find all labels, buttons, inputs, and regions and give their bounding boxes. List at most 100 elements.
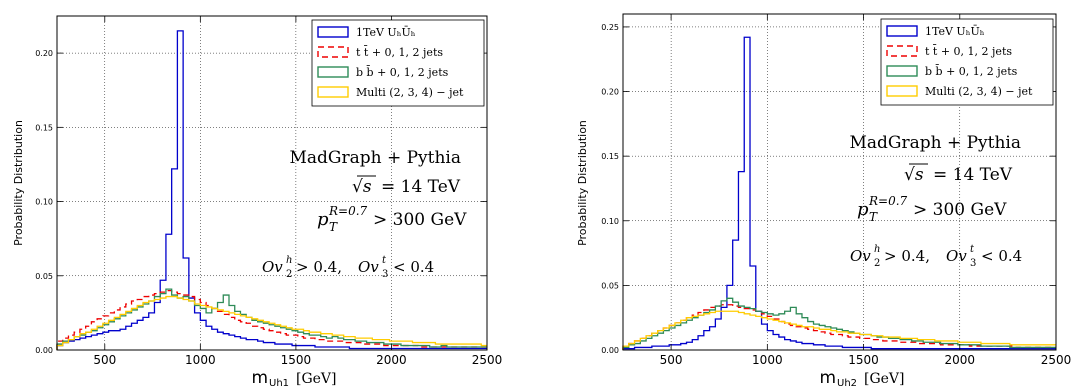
right-annotation-pt-cut: p R=0.7 T > 300 GeV bbox=[857, 194, 1007, 224]
right-y-axis-label: Probability Distribution bbox=[576, 120, 589, 246]
left-x-tick-label-2: 1500 bbox=[281, 353, 312, 367]
left-annotation-pt-sup: R=0.7 bbox=[328, 204, 368, 218]
left-annotations: MadGraph + Pythia √s = 14 TeV p R=0.7 T … bbox=[262, 148, 467, 280]
right-legend-swatch-0 bbox=[886, 25, 918, 37]
right-annotation-generator: MadGraph + Pythia bbox=[849, 133, 1021, 153]
left-y-tick-label-2: 0.10 bbox=[35, 198, 53, 207]
right-y-tick-label-4: 0.20 bbox=[601, 88, 619, 97]
left-series-0 bbox=[56, 30, 487, 350]
left-annotation-pt-sub: T bbox=[329, 220, 338, 234]
right-x-tick-label-0: 500 bbox=[660, 353, 683, 367]
right-series-0 bbox=[622, 36, 1056, 350]
left-x-tick-label-0: 500 bbox=[93, 353, 116, 367]
left-legend-label-0: 1TeV UₕŪₕ bbox=[356, 26, 416, 39]
left-series bbox=[56, 30, 487, 350]
left-legend-label-2: b b̄ + 0, 1, 2 jets bbox=[356, 66, 449, 79]
left-annotation-cut-b-base: Ov bbox=[358, 258, 379, 276]
left-plot-frame bbox=[56, 15, 488, 351]
right-annotation-sqrt: √s bbox=[904, 165, 924, 185]
right-annotation-cut-b-sub: 3 bbox=[970, 258, 976, 269]
right-x-axis-label-main: m bbox=[819, 368, 836, 387]
right-plot-frame bbox=[622, 13, 1057, 351]
right-annotation-pt-sub: T bbox=[869, 210, 878, 224]
left-annotation-cut-b-sup: t bbox=[382, 255, 387, 266]
right-x-tick-label-3: 2000 bbox=[945, 353, 976, 367]
left-annotation-energy-value: = 14 TeV bbox=[381, 177, 461, 197]
left-legend-swatch-0 bbox=[317, 26, 349, 38]
right-annotation-substructure-cut: Ov h 2 > 0.4, Ov t 3 < 0.4 bbox=[850, 244, 1022, 269]
right-series bbox=[622, 36, 1056, 350]
right-x-axis-label-unit: [GeV] bbox=[864, 371, 905, 387]
left-annotation-energy: √s = 14 TeV bbox=[352, 175, 461, 197]
right-annotation-pt-sup: R=0.7 bbox=[868, 194, 908, 208]
left-series-3 bbox=[56, 295, 487, 350]
left-x-tick-label-1: 1000 bbox=[185, 353, 216, 367]
left-annotation-cut-a-base: Ov bbox=[262, 258, 283, 276]
right-series-2 bbox=[622, 297, 1056, 350]
right-legend-box bbox=[880, 18, 1054, 106]
left-y-tick-label-0: 0.00 bbox=[35, 346, 53, 355]
right-y-tick-label-1: 0.05 bbox=[601, 281, 619, 290]
right-annotation-cut-b-sup: t bbox=[970, 244, 975, 255]
left-annotation-cut-a-sup: h bbox=[286, 255, 292, 266]
left-annotation-cut-b-sub: 3 bbox=[382, 269, 388, 280]
right-annotation-cut-b-rest: < 0.4 bbox=[981, 247, 1022, 265]
right-annotations: MadGraph + Pythia √s = 14 TeV p R=0.7 T … bbox=[849, 133, 1022, 269]
left-annotation-cut-a-rest: > 0.4, bbox=[296, 258, 342, 276]
left-x-tick-label-3: 2000 bbox=[376, 353, 407, 367]
left-y-tick-label-4: 0.20 bbox=[35, 49, 53, 58]
left-annotation-pt-base: p bbox=[317, 209, 329, 230]
left-annotation-pt-cut: p R=0.7 T > 300 GeV bbox=[317, 204, 467, 234]
right-annotation-cut-a-base: Ov bbox=[850, 247, 871, 265]
left-legend-swatch-3 bbox=[317, 86, 349, 98]
left-annotation-substructure-cut: Ov h 2 > 0.4, Ov t 3 < 0.4 bbox=[262, 255, 434, 280]
left-y-axis-label: Probability Distribution bbox=[12, 120, 25, 246]
right-annotation-pt-rest: > 300 GeV bbox=[913, 200, 1007, 220]
left-legend-label-3: Multi (2, 3, 4) − jet bbox=[356, 86, 464, 99]
left-ticks: 500 1000 1500 2000 2500 0.00 0.05 0.10 0.15 0.20 bbox=[35, 16, 502, 367]
right-y-tick-label-5: 0.25 bbox=[601, 23, 619, 32]
right-y-tick-label-3: 0.15 bbox=[601, 152, 619, 161]
left-series-2 bbox=[56, 288, 487, 350]
right-x-tick-label-2: 1500 bbox=[848, 353, 879, 367]
left-legend: 1TeV UₕŪₕ t t̄ + 0, 1, 2 jets b b̄ + 0, 1,… bbox=[311, 19, 485, 107]
right-x-axis-label-sub: Uh2 bbox=[837, 378, 857, 387]
right-annotation-pt-base: p bbox=[857, 199, 869, 220]
left-annotation-sqrt: √s bbox=[352, 177, 372, 197]
right-legend-label-2: b b̄ + 0, 1, 2 jets bbox=[925, 65, 1018, 78]
left-x-tick-label-4: 2500 bbox=[472, 353, 503, 367]
left-annotation-pt-rest: > 300 GeV bbox=[373, 210, 467, 230]
left-y-tick-label-1: 0.05 bbox=[35, 272, 53, 281]
right-legend-label-3: Multi (2, 3, 4) − jet bbox=[925, 85, 1033, 98]
left-legend-box bbox=[311, 19, 485, 107]
right-annotation-energy: √s = 14 TeV bbox=[904, 163, 1013, 185]
left-x-axis-label-unit: [GeV] bbox=[296, 371, 337, 387]
right-legend: 1TeV UₕŪₕ t t̄ + 0, 1, 2 jets b b̄ + 0, 1,… bbox=[880, 18, 1054, 106]
right-x-axis-label: m Uh2 [GeV] bbox=[819, 368, 904, 387]
left-annotation-cut-a-sub: 2 bbox=[286, 269, 292, 280]
right-legend-swatch-1 bbox=[886, 45, 918, 57]
left-annotation-cut-b-rest: < 0.4 bbox=[393, 258, 434, 276]
right-legend-swatch-2 bbox=[886, 65, 918, 77]
right-ticks: 500 1000 1500 2000 2500 0.00 0.05 0.10 0.15 0.20 0… bbox=[601, 14, 1071, 367]
right-x-tick-label-1: 1000 bbox=[752, 353, 783, 367]
right-legend-label-1: t t̄ + 0, 1, 2 jets bbox=[925, 45, 1012, 58]
left-x-axis-label-main: m bbox=[251, 368, 268, 387]
left-legend-swatch-1 bbox=[317, 46, 349, 58]
left-series-1 bbox=[56, 289, 487, 350]
left-legend-swatch-2 bbox=[317, 66, 349, 78]
right-annotation-cut-a-rest: > 0.4, bbox=[884, 247, 930, 265]
right-chart: 500 1000 1500 2000 2500 0.00 0.05 0.10 0.15 0.20 0… bbox=[576, 13, 1071, 387]
right-legend-label-0: 1TeV UₕŪₕ bbox=[925, 25, 985, 38]
right-y-tick-label-2: 0.10 bbox=[601, 217, 619, 226]
right-legend-swatch-3 bbox=[886, 85, 918, 97]
left-annotation-generator: MadGraph + Pythia bbox=[289, 148, 461, 168]
right-series-3 bbox=[622, 310, 1056, 350]
right-y-tick-label-0: 0.00 bbox=[601, 346, 619, 355]
left-x-axis-label-sub: Uh1 bbox=[269, 378, 289, 387]
left-y-tick-label-3: 0.15 bbox=[35, 123, 53, 132]
left-chart: 500 1000 1500 2000 25000.000.050.100.150.20 … bbox=[12, 15, 502, 387]
right-annotation-cut-a-sup: h bbox=[874, 244, 880, 255]
right-annotation-cut-b-base: Ov bbox=[946, 247, 967, 265]
